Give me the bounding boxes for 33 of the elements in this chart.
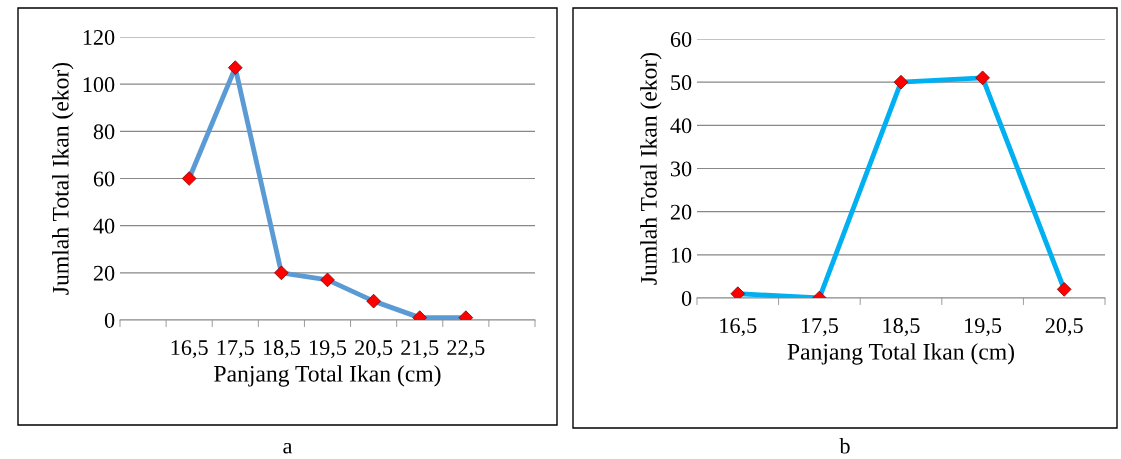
x-tick-label: 22,5 [447, 340, 485, 359]
y-tick-label: 0 [104, 312, 115, 328]
x-tick-label: 20,5 [1045, 318, 1083, 337]
y-tick-label: 40 [670, 118, 692, 134]
y-tick-label: 20 [670, 204, 692, 220]
y-tick-label: 60 [670, 31, 692, 47]
y-tick-label: 20 [93, 265, 115, 281]
x-tick-label: 19,5 [310, 340, 347, 359]
x-tick-label: 18,5 [883, 318, 920, 337]
y-axis-title: Jumlah Total Ikan (ekor) [640, 52, 662, 285]
y-axis-title: Jumlah Total Ikan (ekor) [52, 62, 74, 295]
y-tick-label: 30 [670, 161, 692, 177]
x-tick-label: 20,5 [355, 340, 393, 359]
x-axis-title: Panjang Total Ikan (cm) [787, 343, 1014, 365]
point [730, 286, 746, 298]
x-tick-label: 16,5 [171, 340, 208, 359]
y-tick-label: 50 [671, 75, 692, 91]
y-tick-label: 10 [671, 247, 692, 263]
y-tick-label: 40 [93, 218, 115, 234]
x-tick-label: 16,5 [720, 318, 757, 337]
y-tick-label: 120 [83, 29, 115, 45]
x-axis-title: Panjang Total Ikan (cm) [214, 365, 441, 387]
text: b [839, 437, 850, 454]
x-tick-label: 19,5 [965, 318, 1002, 337]
y-tick-label: 60 [93, 171, 115, 187]
text: a [283, 442, 293, 454]
x-tick-label: 17,5 [801, 318, 838, 337]
y-tick-label: 100 [83, 77, 115, 93]
x-tick-label: 21,5 [401, 340, 439, 359]
y-tick-label: 0 [681, 290, 692, 306]
x-tick-label: 18,5 [263, 340, 300, 359]
y-tick-label: 80 [93, 124, 115, 140]
x-tick-label: 17,5 [217, 340, 254, 359]
